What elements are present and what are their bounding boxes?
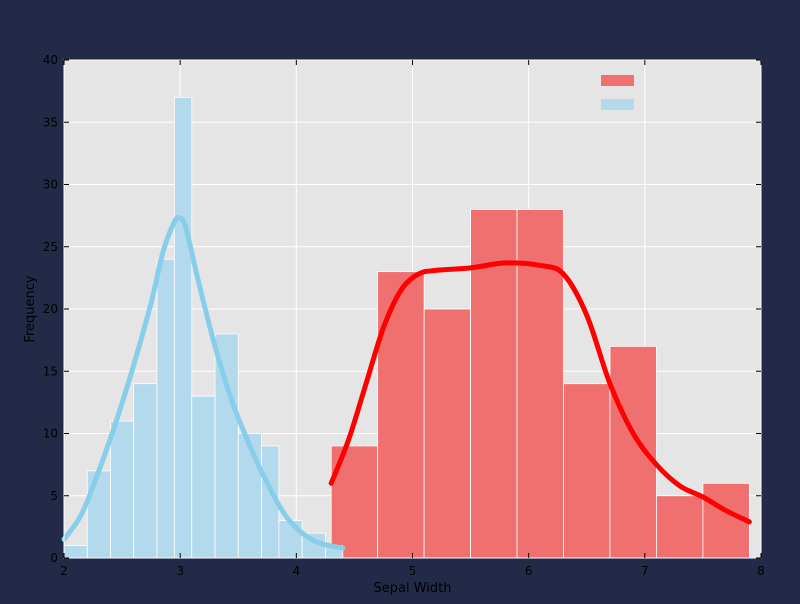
x-tick-label: 8 xyxy=(757,564,765,578)
sepal_length-bar xyxy=(377,271,425,559)
y-axis-label: Frequency xyxy=(23,275,38,342)
x-tick-label: 5 xyxy=(409,564,417,578)
histogram-bars xyxy=(63,96,750,559)
sepal_width-bar xyxy=(86,470,111,559)
sepal_length-kde-line xyxy=(328,260,752,525)
sepal_width-bar xyxy=(214,333,239,559)
sepal_length-legend-swatch xyxy=(601,75,634,86)
sepal_width-bar xyxy=(173,96,193,559)
sepal_width-kde-line xyxy=(61,214,346,551)
axis-ticks: 2 3 4 5 6 7 8 0 5 10 15 20 25 30 35 40 xyxy=(43,53,765,578)
y-tick-label: 0 xyxy=(50,551,58,565)
y-tick-label: 40 xyxy=(43,53,58,67)
sepal_width-bar xyxy=(63,545,88,559)
y-tick-label: 35 xyxy=(43,115,58,129)
x-tick-label: 7 xyxy=(641,564,649,578)
x-axis-label: Sepal Width xyxy=(374,581,452,596)
x-tick-label: 6 xyxy=(525,564,533,578)
y-tick-label: 5 xyxy=(50,489,58,503)
sepal_width-bar xyxy=(156,258,175,559)
sepal_length-bar xyxy=(609,345,657,559)
legend xyxy=(601,75,634,110)
sepal_width-bar xyxy=(110,420,135,559)
y-tick-label: 20 xyxy=(43,302,58,316)
x-tick-label: 2 xyxy=(60,564,68,578)
sepal_width-bar xyxy=(191,395,216,559)
y-tick-label: 25 xyxy=(43,240,58,254)
sepal_width-legend-swatch xyxy=(601,99,634,110)
x-tick-label: 3 xyxy=(176,564,184,578)
sepal_length-bar xyxy=(656,495,704,559)
y-tick-label: 30 xyxy=(43,178,58,192)
x-tick-label: 4 xyxy=(293,564,301,578)
kde-curves xyxy=(61,214,752,551)
y-tick-label: 10 xyxy=(43,427,58,441)
y-tick-label: 15 xyxy=(43,364,58,378)
sepal_length-bar xyxy=(563,383,611,559)
sepal_width-bar xyxy=(133,383,158,559)
sepal_length-bar xyxy=(330,445,379,559)
sepal_width-bar xyxy=(278,520,303,559)
sepal_length-bar xyxy=(423,308,471,559)
